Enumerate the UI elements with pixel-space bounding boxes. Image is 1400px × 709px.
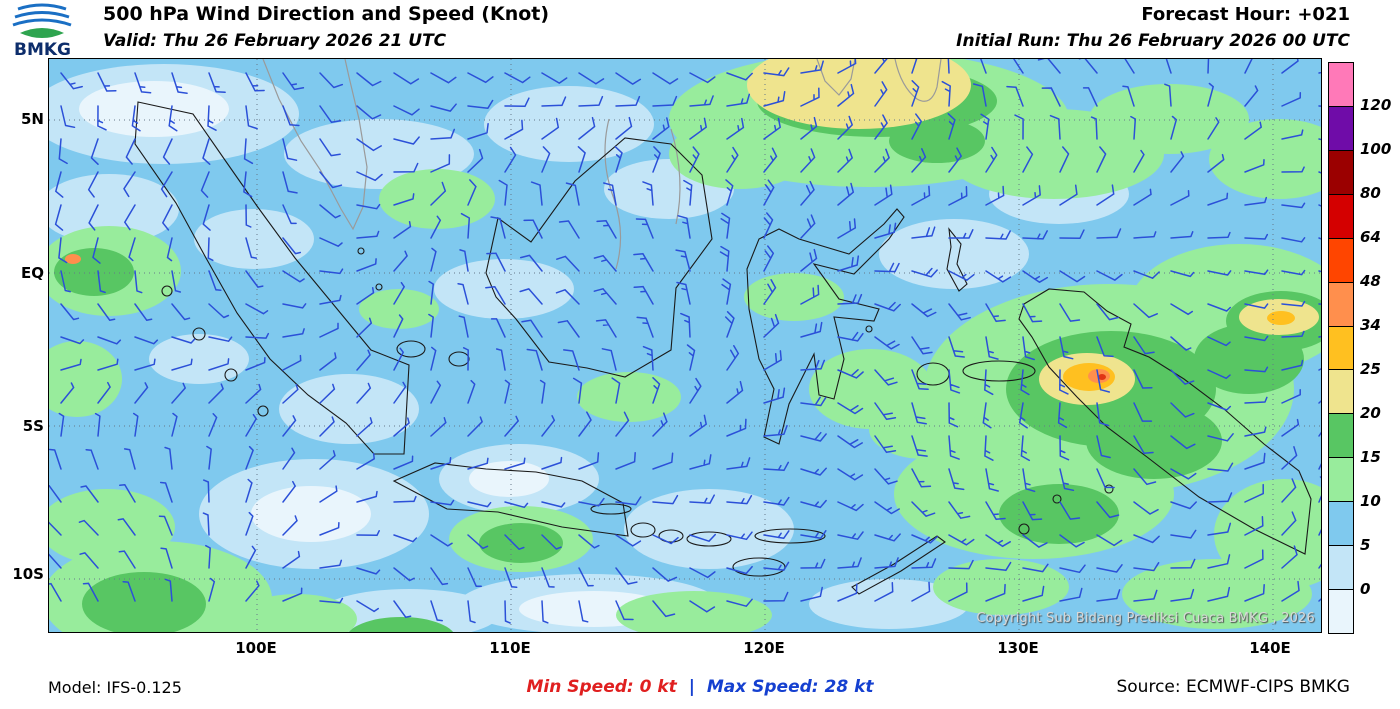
colorbar-segment bbox=[1329, 502, 1353, 547]
foreign-coastlines bbox=[262, 59, 942, 270]
lon-label-140e: 140E bbox=[1249, 639, 1291, 657]
model-label: Model: IFS-0.125 bbox=[48, 678, 182, 697]
colorbar-tick-label: 0 bbox=[1360, 580, 1371, 598]
lat-label-5n: 5N bbox=[21, 110, 44, 128]
colorbar-tick-label: 10 bbox=[1360, 492, 1381, 510]
colorbar-segment bbox=[1329, 590, 1353, 633]
colorbar-ticks: 120 100 80 64 48 34 25 20 15 10 5 0 bbox=[1360, 62, 1400, 634]
logo-text: BMKG bbox=[14, 40, 71, 58]
max-speed-label: Max Speed: 28 kt bbox=[706, 677, 874, 697]
colorbar-segment bbox=[1329, 238, 1353, 283]
colorbar-segment bbox=[1329, 282, 1353, 327]
speed-separator: | bbox=[688, 677, 695, 697]
lon-label-120e: 120E bbox=[743, 639, 785, 657]
colorbar-segment bbox=[1329, 106, 1353, 151]
logo-earth-shape bbox=[20, 28, 64, 38]
colorbar-tick-label: 5 bbox=[1360, 536, 1371, 554]
colorbar-tick-label: 64 bbox=[1360, 228, 1381, 246]
lon-label-110e: 110E bbox=[489, 639, 531, 657]
colorbar-tick-label: 48 bbox=[1360, 272, 1381, 290]
colorbar bbox=[1328, 62, 1354, 634]
lat-label-10s: 10S bbox=[12, 565, 44, 583]
lat-label-5s: 5S bbox=[22, 417, 44, 435]
colorbar-tick-label: 34 bbox=[1360, 316, 1381, 334]
lat-label-eq: EQ bbox=[21, 264, 44, 282]
colorbar-segment bbox=[1329, 150, 1353, 195]
map-svg bbox=[49, 59, 1321, 632]
weather-map: Copyright Sub Bidang Prediksi Cuaca BMKG… bbox=[48, 58, 1322, 633]
initial-run-label: Initial Run: Thu 26 February 2026 00 UTC bbox=[956, 31, 1350, 51]
colorbar-segment bbox=[1329, 326, 1353, 371]
colorbar-tick-label: 120 bbox=[1360, 96, 1392, 114]
colorbar-tick-label: 80 bbox=[1360, 184, 1381, 202]
coastlines bbox=[134, 101, 1312, 595]
colorbar-tick-label: 15 bbox=[1360, 448, 1381, 466]
colorbar-segment bbox=[1329, 546, 1353, 591]
copyright-watermark: Copyright Sub Bidang Prediksi Cuaca BMKG… bbox=[976, 611, 1315, 626]
colorbar-segment bbox=[1329, 370, 1353, 415]
logo-atmosphere-lines bbox=[12, 3, 72, 27]
min-speed-label: Min Speed: 0 kt bbox=[526, 677, 677, 697]
page-title: 500 hPa Wind Direction and Speed (Knot) bbox=[103, 3, 550, 25]
lon-label-130e: 130E bbox=[997, 639, 1039, 657]
wind-barbs bbox=[49, 59, 1321, 624]
colorbar-segment bbox=[1329, 194, 1353, 239]
lon-label-100e: 100E bbox=[235, 639, 277, 657]
colorbar-segment bbox=[1329, 458, 1353, 503]
gridlines bbox=[49, 59, 1321, 632]
colorbar-tick-label: 100 bbox=[1360, 140, 1392, 158]
speed-summary: Min Speed: 0 kt | Max Speed: 28 kt bbox=[526, 677, 873, 697]
source-label: Source: ECMWF-CIPS BMKG bbox=[1116, 677, 1350, 697]
forecast-hour-label: Forecast Hour: +021 bbox=[1141, 4, 1350, 25]
colorbar-tick-label: 20 bbox=[1360, 404, 1381, 422]
bmkg-logo: BMKG bbox=[8, 1, 100, 60]
colorbar-tick-label: 25 bbox=[1360, 360, 1381, 378]
valid-time-label: Valid: Thu 26 February 2026 21 UTC bbox=[103, 31, 447, 51]
colorbar-segment bbox=[1329, 63, 1353, 107]
speed-fill-high bbox=[65, 254, 1110, 383]
colorbar-segment bbox=[1329, 414, 1353, 459]
